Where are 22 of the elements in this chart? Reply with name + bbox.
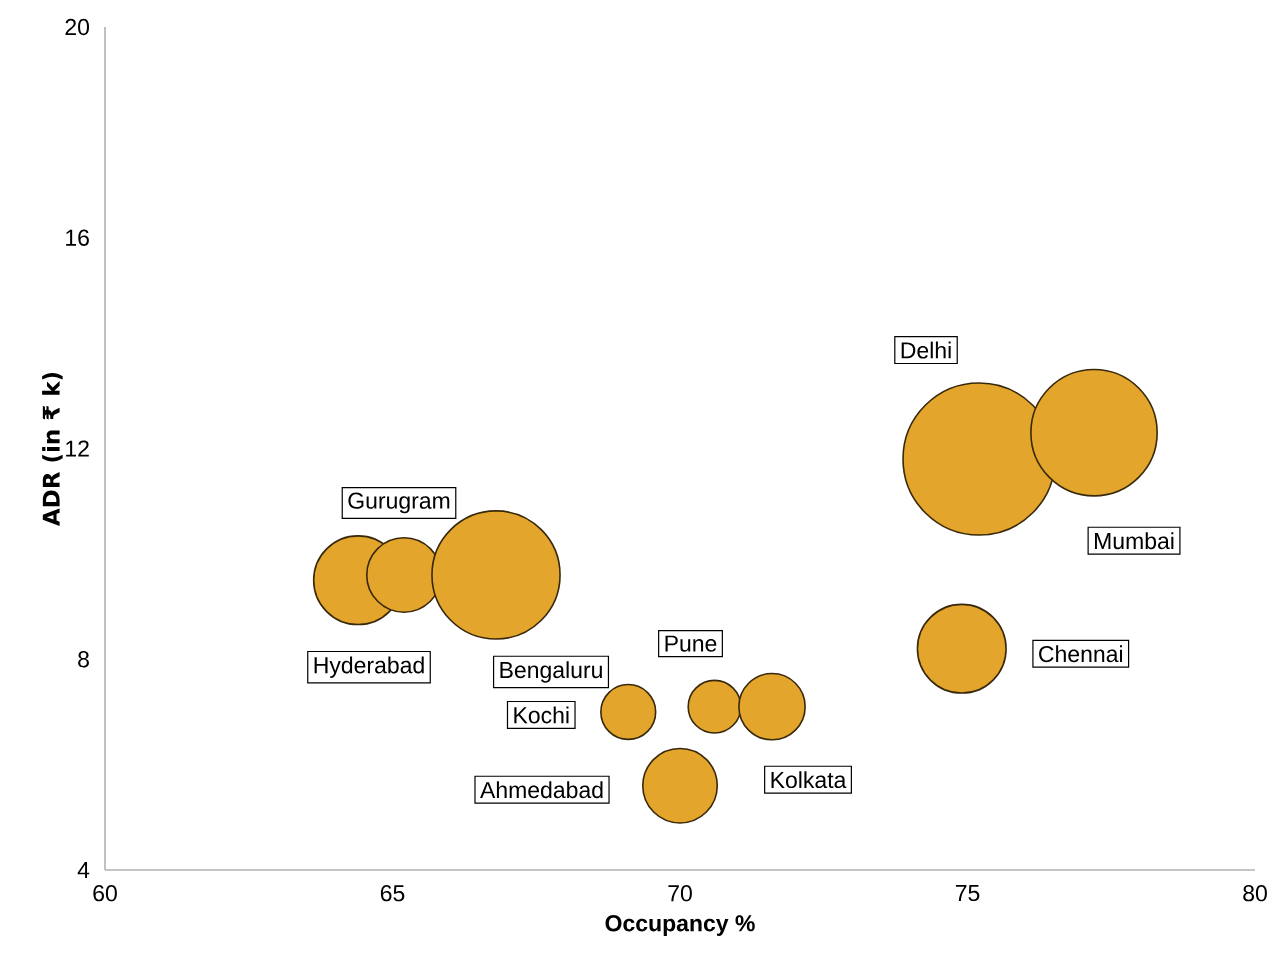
annotation: Mumbai (1095, 532, 1174, 550)
annotation: Chennai (1039, 645, 1123, 663)
x-tick-label: 75 (955, 885, 980, 902)
annotation: Ahmedabad (480, 781, 603, 799)
y-tick-label: 16 (66, 229, 89, 246)
y-axis-title: ADR (in ₹ k) (42, 372, 63, 526)
x-axis-title: Occupancy % (605, 915, 755, 936)
x-tick-label: 80 (1243, 885, 1267, 902)
y-tick-label: 12 (66, 440, 89, 457)
x-tick-label: 60 (93, 885, 117, 902)
x-tick-label: 65 (380, 885, 405, 902)
y-tick-label: 4 (77, 862, 90, 878)
annotation: Pune (665, 635, 717, 652)
annotation: Bengaluru (500, 661, 602, 683)
annotation: Delhi (901, 341, 951, 359)
x-tick-label: 70 (668, 885, 692, 902)
annotation: Kolkata (771, 771, 847, 789)
y-tick-label: 8 (78, 651, 89, 668)
annotation: Kochi (514, 706, 569, 724)
annotation: Gurugram (348, 492, 450, 514)
annotation: Hyderabad (314, 656, 424, 678)
y-tick-label: 20 (65, 18, 90, 36)
